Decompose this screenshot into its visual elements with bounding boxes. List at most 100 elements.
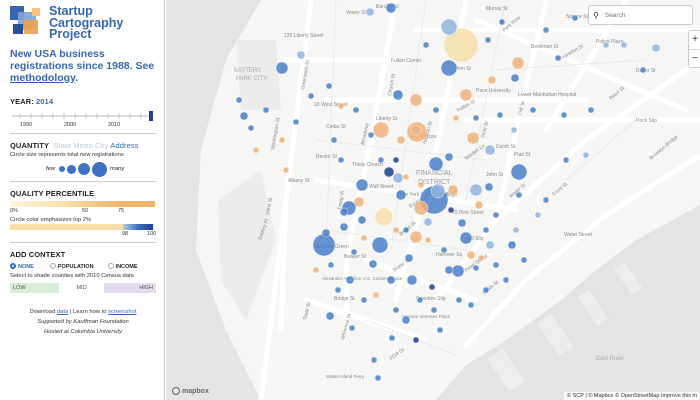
business-circle[interactable] <box>502 276 510 284</box>
business-circle[interactable] <box>388 334 396 342</box>
business-circle[interactable] <box>542 26 550 34</box>
quantity-option-state[interactable]: State <box>53 140 72 150</box>
business-circle[interactable] <box>436 326 444 334</box>
business-circle[interactable] <box>402 173 410 181</box>
business-circle[interactable] <box>282 166 290 174</box>
business-circle[interactable] <box>337 102 345 110</box>
business-circle[interactable] <box>474 200 484 210</box>
business-circle[interactable] <box>409 230 423 244</box>
business-circle[interactable] <box>377 156 385 164</box>
business-circle[interactable] <box>452 114 460 122</box>
business-circle[interactable] <box>484 36 492 44</box>
business-circle[interactable] <box>602 41 610 49</box>
business-circle[interactable] <box>374 207 394 227</box>
business-circle[interactable] <box>467 301 475 309</box>
business-circle[interactable] <box>327 261 335 269</box>
business-circle[interactable] <box>350 248 358 256</box>
mapbox-logo[interactable]: mapbox <box>172 387 209 395</box>
business-circle[interactable] <box>482 286 490 294</box>
business-circle[interactable] <box>451 264 465 278</box>
business-circle[interactable] <box>492 261 500 269</box>
business-circle[interactable] <box>386 275 396 285</box>
business-circle[interactable] <box>639 66 647 74</box>
business-circle[interactable] <box>353 196 365 208</box>
business-circle[interactable] <box>432 106 440 114</box>
business-circle[interactable] <box>339 207 349 217</box>
business-circle[interactable] <box>321 228 331 238</box>
zoom-out-button[interactable]: − <box>689 49 700 67</box>
business-circle[interactable] <box>520 256 528 264</box>
business-circle[interactable] <box>428 156 444 172</box>
business-circle[interactable] <box>339 222 349 232</box>
business-circle[interactable] <box>469 183 483 197</box>
business-circle[interactable] <box>424 236 432 244</box>
methodology-link[interactable]: methodology <box>10 71 76 84</box>
business-circle[interactable] <box>511 56 525 70</box>
business-circle[interactable] <box>485 240 495 250</box>
business-circle[interactable] <box>444 265 454 275</box>
business-circle[interactable] <box>278 136 286 144</box>
business-circle[interactable] <box>392 156 400 164</box>
business-circle[interactable] <box>507 240 517 250</box>
business-circle[interactable] <box>444 152 454 162</box>
business-circle[interactable] <box>312 266 320 274</box>
map-canvas[interactable]: 125 Liberty Street BATTERY PARK CITY 10 … <box>166 0 700 400</box>
business-circle[interactable] <box>239 111 249 121</box>
business-circle[interactable] <box>334 286 342 294</box>
business-circle[interactable] <box>428 283 436 291</box>
business-circle[interactable] <box>360 296 368 304</box>
business-circle[interactable] <box>423 217 433 227</box>
business-circle[interactable] <box>430 183 446 199</box>
search-input[interactable] <box>604 11 675 19</box>
business-circle[interactable] <box>571 14 579 22</box>
business-circle[interactable] <box>430 306 438 314</box>
business-circle[interactable] <box>325 82 333 90</box>
business-circle[interactable] <box>447 184 459 196</box>
business-circle[interactable] <box>365 7 375 17</box>
business-circle[interactable] <box>496 111 504 119</box>
business-circle[interactable] <box>510 126 518 134</box>
business-circle[interactable] <box>392 306 400 314</box>
business-circle[interactable] <box>651 43 661 53</box>
business-circle[interactable] <box>401 315 411 325</box>
business-circle[interactable] <box>348 324 356 332</box>
quantity-option-city[interactable]: City <box>95 140 109 150</box>
map-search[interactable]: ⚲ <box>588 5 693 25</box>
business-circle[interactable] <box>372 121 390 139</box>
year-slider-handle[interactable] <box>149 110 153 121</box>
context-option-none[interactable]: NONE <box>10 262 34 270</box>
business-circle[interactable] <box>534 211 542 219</box>
business-circle[interactable] <box>352 106 360 114</box>
context-option-income[interactable]: INCOME <box>107 262 138 270</box>
business-circle[interactable] <box>422 41 430 49</box>
screenshot-link[interactable]: screenshot <box>108 308 137 315</box>
business-circle[interactable] <box>440 59 458 77</box>
business-circle[interactable] <box>392 89 404 101</box>
business-circle[interactable] <box>392 226 400 234</box>
business-circle[interactable] <box>515 191 523 199</box>
business-circle[interactable] <box>330 136 338 144</box>
quantity-option-metro[interactable]: Metro <box>73 140 94 150</box>
business-circle[interactable] <box>455 296 463 304</box>
business-circle[interactable] <box>484 144 496 156</box>
business-circle[interactable] <box>472 264 480 272</box>
download-data-link[interactable]: data <box>56 308 69 315</box>
business-circle[interactable] <box>477 254 485 262</box>
business-circle[interactable] <box>582 151 590 159</box>
business-circle[interactable] <box>443 27 479 63</box>
context-option-population[interactable]: POPULATION <box>49 262 94 270</box>
business-circle[interactable] <box>620 41 628 49</box>
business-circle[interactable] <box>337 156 345 164</box>
business-circle[interactable] <box>413 200 429 216</box>
business-circle[interactable] <box>410 124 422 136</box>
business-circle[interactable] <box>247 124 255 132</box>
business-circle[interactable] <box>554 54 562 62</box>
business-circle[interactable] <box>367 131 375 139</box>
business-circles[interactable] <box>235 2 661 382</box>
business-circle[interactable] <box>371 236 389 254</box>
business-circle[interactable] <box>395 189 407 201</box>
business-circle[interactable] <box>396 135 406 145</box>
business-circle[interactable] <box>402 226 410 234</box>
business-circle[interactable] <box>484 182 494 192</box>
business-circle[interactable] <box>262 106 270 114</box>
